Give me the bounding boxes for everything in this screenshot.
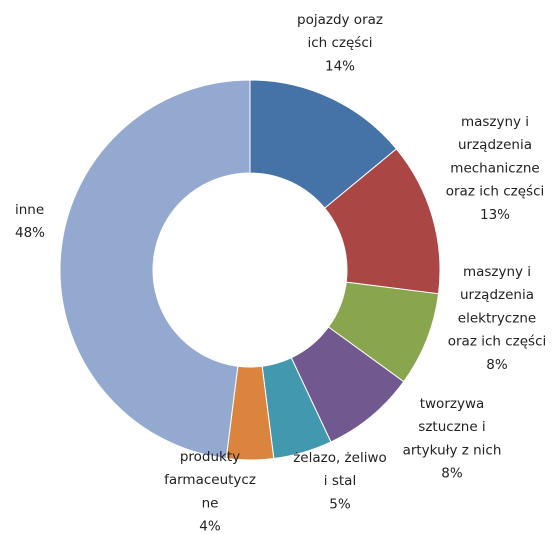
label-line: inne: [15, 202, 44, 218]
category-label: pojazdy oraz ich części: [297, 12, 383, 51]
category-label: tworzywa sztuczne i artykuły z nich: [403, 396, 502, 458]
label-line: oraz ich części: [448, 334, 547, 350]
label-line: maszyny i: [463, 264, 531, 280]
label-line: farmaceutycz: [164, 472, 256, 488]
label-line: elektryczne: [458, 310, 536, 326]
label-line: urządzenia: [460, 287, 534, 303]
label-line: ich części: [307, 35, 372, 51]
value-label: 8%: [486, 357, 508, 373]
label-line: produkty: [180, 449, 240, 465]
category-label: maszyny i urządzenia elektryczne oraz ich c…: [448, 264, 547, 350]
value-label: 13%: [480, 207, 510, 223]
value-label: 4%: [199, 519, 221, 534]
label-line: artykuły z nich: [403, 442, 502, 458]
label-line: żelazo, żeliwo: [293, 450, 387, 466]
label-line: oraz ich części: [446, 184, 545, 200]
label-line: ne: [202, 495, 219, 511]
category-label: żelazo, żeliwo i stal: [293, 450, 387, 489]
label-line: urządzenia: [458, 137, 532, 153]
label-line: i stal: [324, 473, 356, 489]
label-line: maszyny i: [461, 114, 529, 130]
value-label: 48%: [15, 225, 45, 241]
label-line: pojazdy oraz: [297, 12, 383, 28]
category-label: maszyny i urządzenia mechaniczne oraz ich c…: [446, 114, 545, 200]
value-label: 8%: [441, 466, 463, 482]
value-label: 5%: [329, 496, 351, 512]
category-label: produkty farmaceutycz ne: [164, 449, 256, 511]
category-label: inne: [15, 202, 44, 218]
label-line: mechaniczne: [450, 160, 539, 176]
donut-slice: [59, 79, 251, 460]
label-line: sztuczne i: [418, 419, 485, 435]
value-label: 14%: [325, 58, 355, 74]
label-line: tworzywa: [420, 396, 485, 412]
